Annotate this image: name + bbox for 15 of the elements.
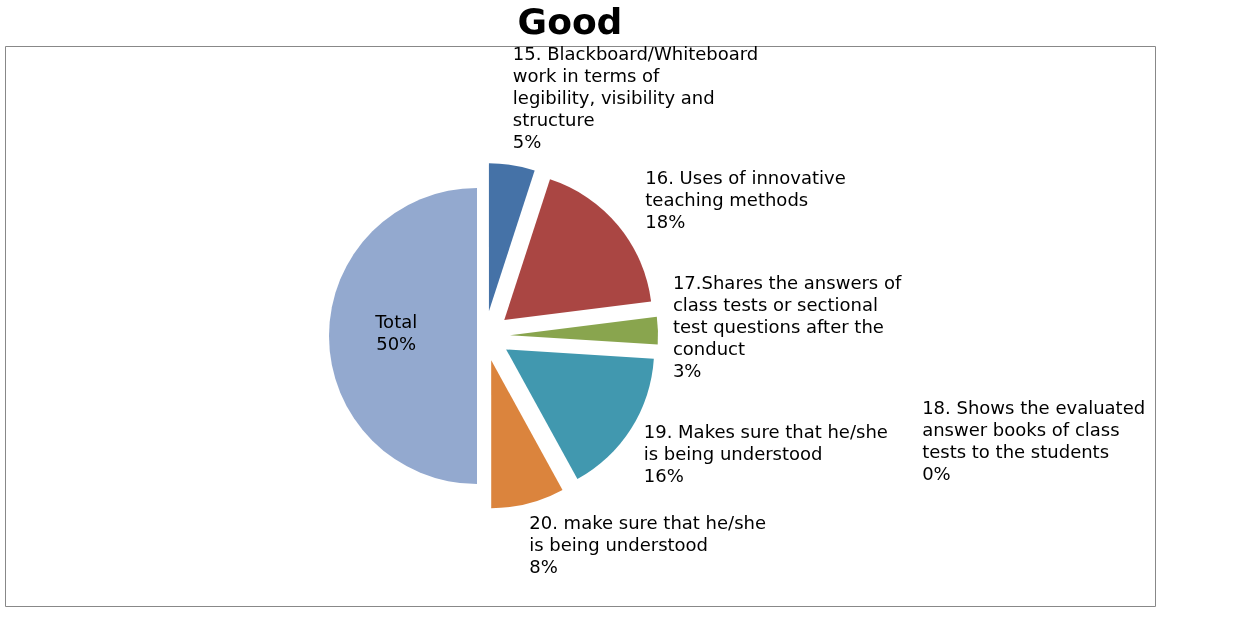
data-label: 3%: [672, 360, 702, 382]
slice-label: 16. Uses of innovative teaching methods: [645, 167, 846, 211]
category-label: 18. Shows the evaluated answer books of class tests to the students: [922, 396, 1146, 462]
slice-label: 15. Blackboard/Whiteboard work in terms of legibility, visibility and structure: [512, 43, 759, 130]
slice-label: 20. make sure that he/she is being understood: [529, 512, 767, 556]
data-label: 5%: [512, 131, 542, 152]
data-label: 16%: [643, 464, 684, 486]
chart-title: Good: [517, 1, 623, 42]
slice-label: 19. Makes sure that he/she is being understood: [643, 420, 888, 464]
slice-label: Total: [374, 311, 418, 332]
data-label: 50%: [376, 333, 417, 354]
text: 0%: [922, 462, 951, 484]
slice-label: 17.Shares the answers of class tests or sectional test questions after the conduct: [672, 272, 902, 360]
data-label: 18%: [645, 211, 686, 233]
data-label: 8%: [529, 556, 558, 578]
